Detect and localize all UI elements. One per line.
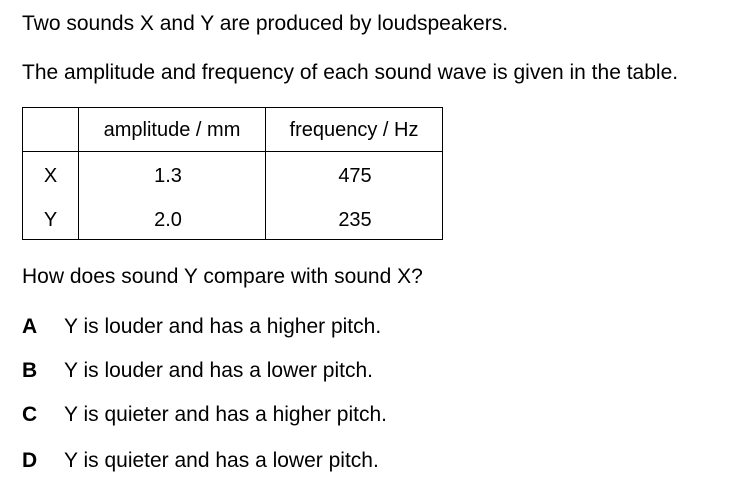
- option-d[interactable]: D Y is quieter and has a lower pitch.: [22, 448, 379, 474]
- header-empty-cell: [22, 107, 79, 152]
- option-a[interactable]: A Y is louder and has a higher pitch.: [22, 314, 381, 340]
- table-header-row: amplitude / mm frequency / Hz: [22, 107, 443, 152]
- table-row: Y 2.0 235: [22, 200, 443, 240]
- header-amplitude: amplitude / mm: [78, 107, 266, 152]
- row-label-y: Y: [22, 200, 79, 240]
- question-text: How does sound Y compare with sound X?: [22, 265, 423, 288]
- frequency-y: 235: [265, 200, 443, 240]
- intro-line-1: Two sounds X and Y are produced by louds…: [22, 12, 509, 35]
- option-text: Y is louder and has a higher pitch.: [64, 315, 382, 338]
- option-letter: B: [22, 359, 38, 382]
- row-label-x: X: [22, 151, 79, 200]
- intro-line-2: The amplitude and frequency of each soun…: [22, 61, 679, 84]
- amplitude-x: 1.3: [78, 151, 266, 200]
- option-c[interactable]: C Y is quieter and has a higher pitch.: [22, 402, 387, 428]
- table-row: X 1.3 475: [22, 151, 443, 200]
- amplitude-y: 2.0: [78, 200, 266, 240]
- option-letter: A: [22, 315, 38, 338]
- frequency-x: 475: [265, 151, 443, 200]
- data-table: amplitude / mm frequency / Hz X 1.3 475 …: [22, 107, 443, 240]
- header-frequency: frequency / Hz: [265, 107, 443, 152]
- option-text: Y is louder and has a lower pitch.: [64, 359, 373, 382]
- option-b[interactable]: B Y is louder and has a lower pitch.: [22, 358, 373, 384]
- option-letter: C: [22, 403, 38, 426]
- option-text: Y is quieter and has a higher pitch.: [64, 403, 387, 426]
- option-text: Y is quieter and has a lower pitch.: [64, 449, 379, 472]
- option-letter: D: [22, 449, 38, 472]
